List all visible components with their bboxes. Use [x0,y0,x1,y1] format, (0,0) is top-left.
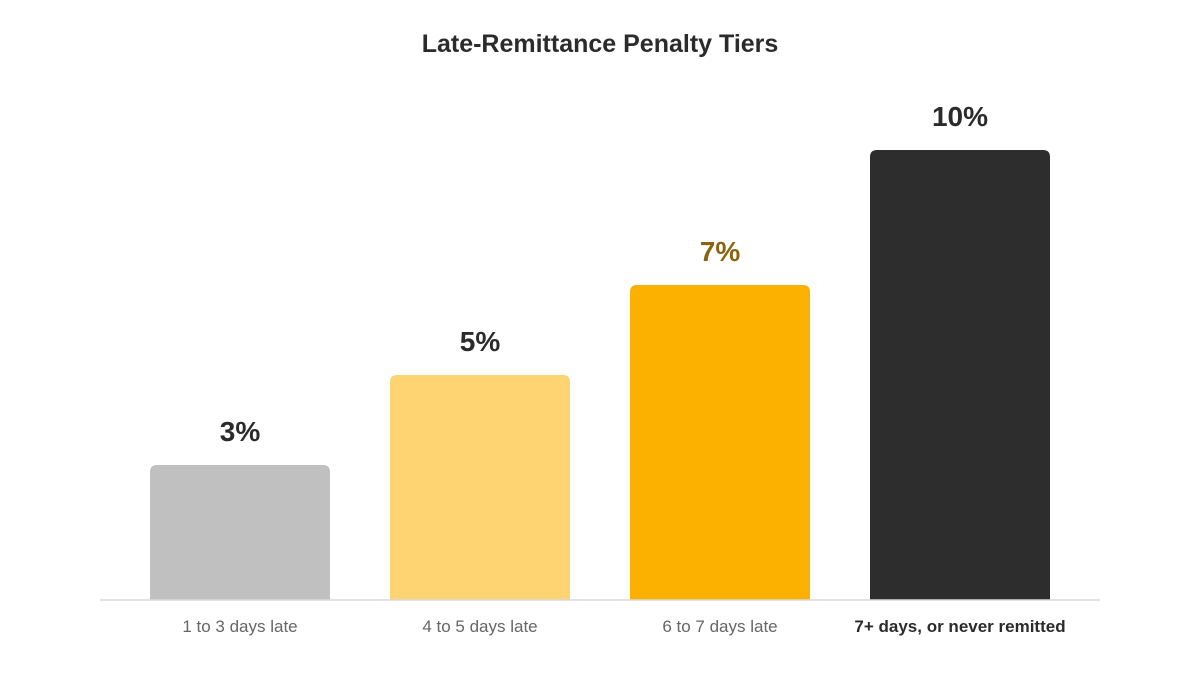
bar-7-days-or-never-remitted [870,150,1050,600]
value-label-1-to-3-days-late: 3% [220,416,261,447]
value-label-7-days-or-never-remitted: 10% [932,101,988,132]
bar-1-to-3-days-late [150,465,330,600]
chart-title: Late-Remittance Penalty Tiers [422,30,779,58]
category-label-7-days-or-never-remitted: 7+ days, or never remitted [854,617,1065,636]
value-label-4-to-5-days-late: 5% [460,326,501,357]
bar-4-to-5-days-late [390,375,570,600]
bars-group [150,150,1050,600]
labels-group: 3% 1 to 3 days late 5% 4 to 5 days late 7% 6 … [182,101,1065,636]
value-label-6-to-7-days-late: 7% [700,236,741,267]
category-label-4-to-5-days-late: 4 to 5 days late [422,617,537,636]
category-label-1-to-3-days-late: 1 to 3 days late [182,617,297,636]
category-label-6-to-7-days-late: 6 to 7 days late [662,617,777,636]
bar-6-to-7-days-late [630,285,810,600]
